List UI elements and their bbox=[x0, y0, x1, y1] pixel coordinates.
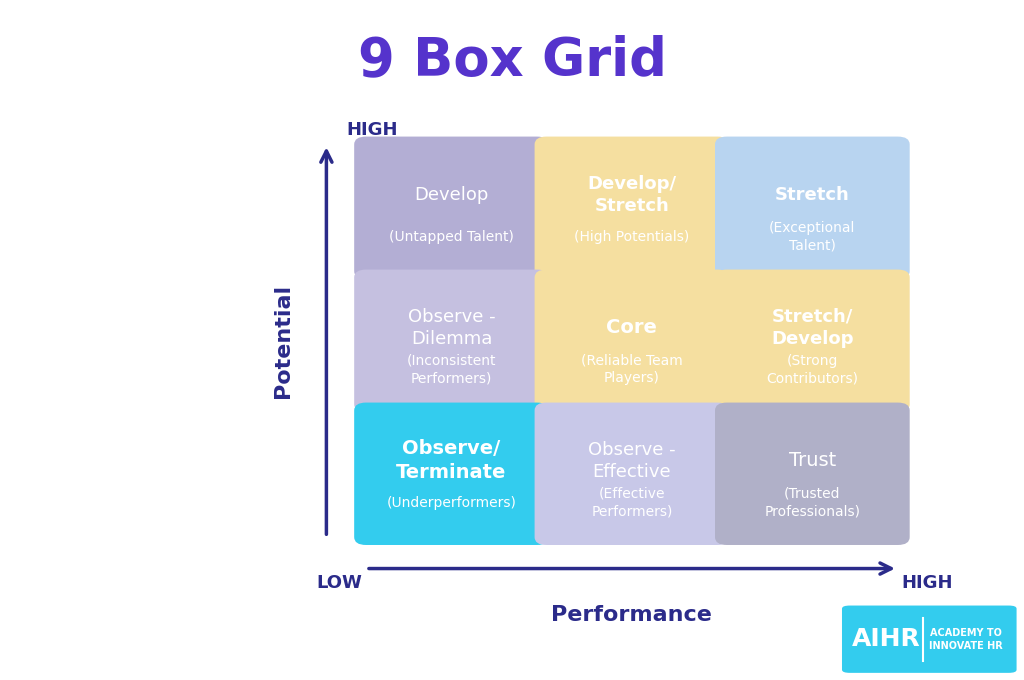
FancyBboxPatch shape bbox=[715, 137, 909, 279]
Text: (Exceptional
Talent): (Exceptional Talent) bbox=[769, 221, 855, 252]
Text: Core: Core bbox=[606, 318, 657, 337]
Text: Observe/
Terminate: Observe/ Terminate bbox=[396, 439, 507, 482]
FancyBboxPatch shape bbox=[535, 137, 729, 279]
Text: (Underperformers): (Underperformers) bbox=[387, 496, 516, 509]
FancyBboxPatch shape bbox=[535, 403, 729, 545]
Text: HIGH: HIGH bbox=[346, 121, 397, 139]
Text: 9 Box Grid: 9 Box Grid bbox=[357, 34, 667, 86]
Text: Observe -
Effective: Observe - Effective bbox=[588, 441, 676, 481]
Text: LOW: LOW bbox=[316, 574, 362, 592]
FancyBboxPatch shape bbox=[715, 269, 909, 412]
FancyBboxPatch shape bbox=[842, 606, 1017, 673]
FancyBboxPatch shape bbox=[354, 137, 549, 279]
Text: (Effective
Performers): (Effective Performers) bbox=[591, 487, 673, 518]
Text: (Trusted
Professionals): (Trusted Professionals) bbox=[764, 487, 860, 518]
Text: (Inconsistent
Performers): (Inconsistent Performers) bbox=[407, 354, 497, 386]
Text: Trust: Trust bbox=[788, 452, 836, 470]
Text: Develop: Develop bbox=[415, 186, 488, 204]
FancyBboxPatch shape bbox=[715, 403, 909, 545]
Text: (Strong
Contributors): (Strong Contributors) bbox=[766, 354, 858, 386]
Text: ACADEMY TO
INNOVATE HR: ACADEMY TO INNOVATE HR bbox=[929, 628, 1002, 651]
Text: Performance: Performance bbox=[552, 605, 713, 625]
Text: HIGH: HIGH bbox=[902, 574, 953, 592]
Text: Observe -
Dilemma: Observe - Dilemma bbox=[408, 307, 496, 347]
Text: Develop/
Stretch: Develop/ Stretch bbox=[588, 175, 677, 215]
Text: (High Potentials): (High Potentials) bbox=[574, 230, 689, 243]
Text: Stretch/
Develop: Stretch/ Develop bbox=[771, 307, 854, 347]
FancyBboxPatch shape bbox=[535, 269, 729, 412]
FancyBboxPatch shape bbox=[354, 403, 549, 545]
Text: AIHR: AIHR bbox=[852, 627, 921, 651]
Text: Stretch: Stretch bbox=[775, 186, 850, 204]
FancyBboxPatch shape bbox=[354, 269, 549, 412]
Text: (Reliable Team
Players): (Reliable Team Players) bbox=[581, 354, 683, 386]
Text: (Untapped Talent): (Untapped Talent) bbox=[389, 230, 514, 243]
Text: Potential: Potential bbox=[272, 284, 293, 398]
